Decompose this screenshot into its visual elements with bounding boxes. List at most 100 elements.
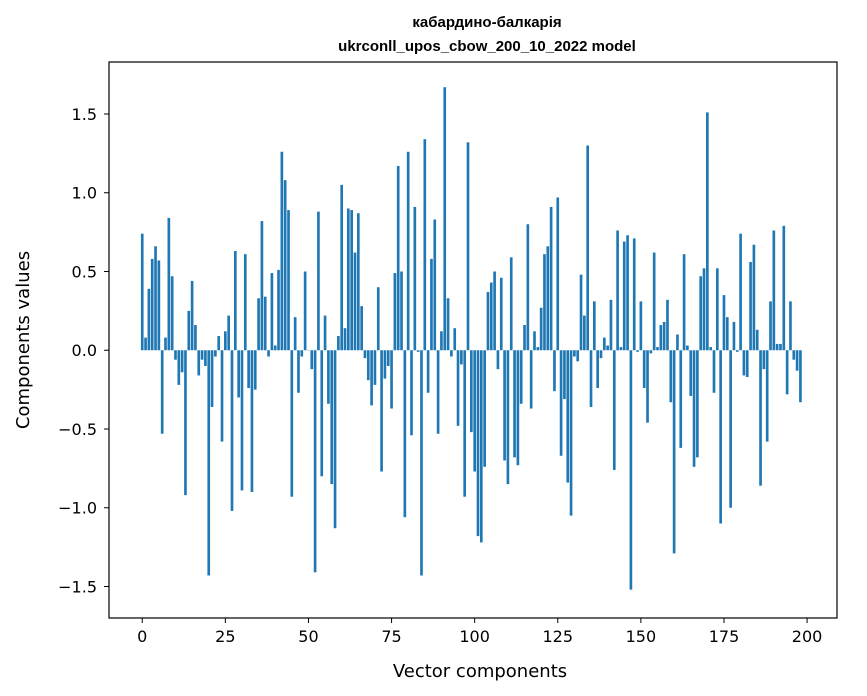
bar (602, 337, 606, 351)
bar (340, 184, 344, 351)
bar (593, 301, 596, 351)
bar (795, 350, 799, 371)
bar (682, 254, 686, 351)
bar (460, 350, 463, 365)
bar (719, 350, 722, 524)
bar (343, 328, 347, 351)
bar (513, 350, 516, 458)
y-tick-label: −1.5 (58, 577, 97, 596)
bar (483, 350, 486, 467)
bar (686, 345, 689, 351)
bar (303, 271, 307, 351)
bar (503, 350, 506, 461)
bar (709, 347, 713, 351)
bar (742, 350, 746, 376)
bar (539, 307, 543, 351)
y-axis-label: Components values (13, 251, 34, 429)
bar (536, 347, 540, 351)
bar (463, 350, 467, 497)
x-tick-label: 150 (626, 627, 657, 646)
x-tick-label: 100 (459, 627, 490, 646)
bar (609, 299, 613, 351)
bar (450, 350, 453, 357)
bar (363, 350, 367, 359)
bar (293, 317, 297, 351)
bar (290, 350, 294, 497)
bar (579, 274, 583, 351)
bar (423, 139, 427, 351)
bar (702, 268, 706, 351)
bar (549, 206, 553, 351)
bar (456, 350, 460, 426)
bar (420, 350, 423, 576)
bar (725, 317, 729, 351)
x-tick-label: 50 (298, 627, 318, 646)
bar (529, 350, 533, 409)
bar (586, 145, 590, 351)
bar (669, 350, 673, 403)
bar (563, 350, 566, 400)
bar (297, 350, 300, 393)
bar (140, 233, 144, 351)
bar (496, 350, 500, 370)
bar (177, 350, 181, 385)
bar (233, 251, 237, 351)
bar (204, 350, 207, 366)
bar (356, 213, 360, 351)
bar (337, 336, 340, 351)
bar (729, 350, 732, 508)
bar (553, 350, 556, 392)
bar (144, 337, 147, 351)
bar (220, 350, 224, 442)
bar (320, 350, 324, 477)
bar (559, 350, 563, 456)
bar (416, 350, 420, 352)
chart-subtitle: ukrconll_upos_cbow_200_10_2022 model (338, 38, 636, 55)
bar (184, 350, 187, 496)
bar (692, 350, 696, 467)
bar (413, 206, 417, 351)
bar (589, 350, 593, 407)
bar (174, 350, 177, 360)
bar (410, 350, 413, 436)
bar (752, 244, 756, 351)
bar (187, 310, 191, 351)
bar (150, 258, 154, 351)
bar (376, 287, 380, 351)
bar (390, 350, 393, 409)
y-tick-label: 1.5 (72, 105, 97, 124)
bar (154, 246, 157, 351)
bar (646, 350, 649, 423)
bar (263, 296, 267, 351)
y-tick-label: 1.0 (72, 184, 97, 203)
bar (393, 273, 397, 351)
bar (194, 325, 197, 351)
bar (799, 350, 802, 403)
bar (406, 151, 410, 351)
bar (599, 350, 603, 359)
bar (277, 269, 280, 351)
bar (400, 271, 403, 351)
bar (666, 299, 669, 351)
bar (347, 208, 350, 351)
bar (300, 350, 304, 357)
bar (583, 315, 586, 351)
bar (735, 350, 739, 352)
bar (499, 277, 503, 351)
bar (197, 350, 201, 376)
bar (566, 350, 570, 483)
bar (596, 350, 599, 389)
bar (636, 350, 639, 352)
x-tick-label: 125 (542, 627, 573, 646)
bar (619, 347, 623, 351)
bar (426, 350, 430, 393)
bar (430, 258, 433, 351)
bar (622, 241, 626, 351)
bar (473, 350, 476, 472)
bar (147, 288, 151, 351)
bar (546, 246, 550, 351)
bar (230, 350, 234, 511)
bar (689, 350, 693, 396)
bar (323, 315, 327, 351)
bar (227, 315, 230, 351)
